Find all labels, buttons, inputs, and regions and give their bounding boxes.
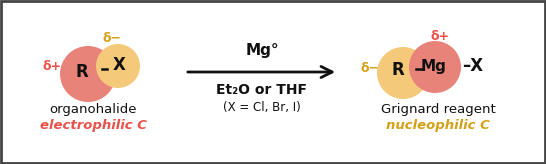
Text: (X = Cl, Br, I): (X = Cl, Br, I) <box>223 101 301 113</box>
FancyArrowPatch shape <box>188 66 332 78</box>
Text: R: R <box>76 63 88 81</box>
Text: Et₂O or THF: Et₂O or THF <box>217 83 307 97</box>
Text: Mg°: Mg° <box>245 43 279 59</box>
Text: Mg: Mg <box>421 59 447 73</box>
Text: Grignard reagent: Grignard reagent <box>381 103 495 116</box>
Text: nucleophilic C: nucleophilic C <box>386 120 490 133</box>
Text: δ−: δ− <box>103 31 122 44</box>
Circle shape <box>409 41 461 93</box>
Text: R: R <box>391 61 405 79</box>
Text: organohalide: organohalide <box>49 103 136 116</box>
Circle shape <box>377 47 429 99</box>
Text: –X: –X <box>462 57 484 75</box>
Text: δ+: δ+ <box>43 61 62 73</box>
Circle shape <box>96 44 140 88</box>
Circle shape <box>60 46 116 102</box>
Text: electrophilic C: electrophilic C <box>39 120 146 133</box>
Text: X: X <box>112 56 126 74</box>
Text: δ−: δ− <box>360 62 379 75</box>
Text: δ+: δ+ <box>430 31 449 43</box>
